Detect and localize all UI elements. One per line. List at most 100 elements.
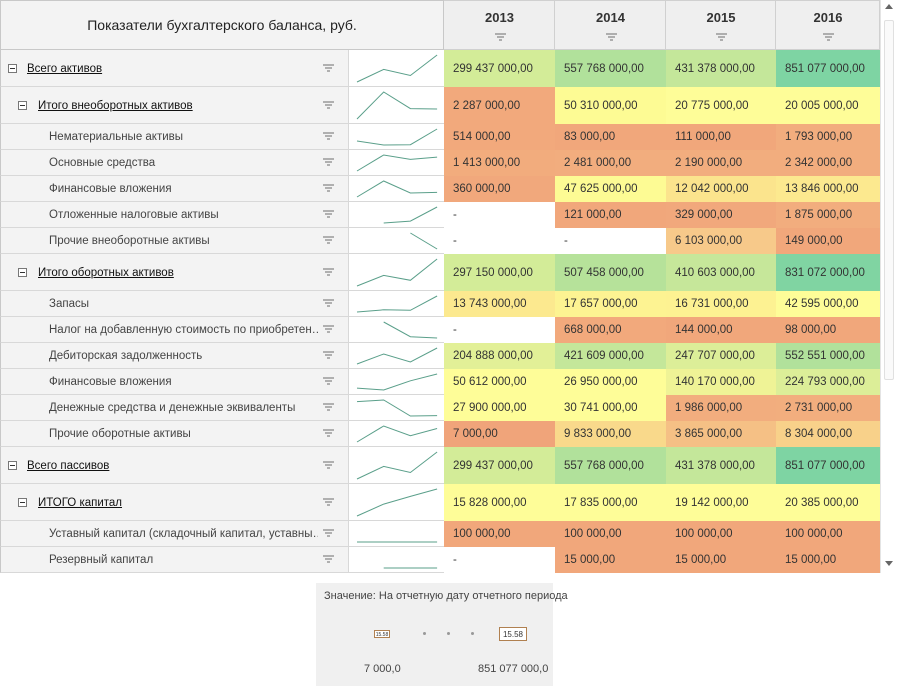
value-cell: 20 775 000,00 <box>666 87 776 124</box>
scroll-up[interactable] <box>885 4 893 9</box>
filter-icon[interactable] <box>323 529 334 538</box>
sparkline-cell <box>348 202 444 228</box>
value-cell: - <box>444 202 555 228</box>
value-cell: 15 000,00 <box>666 547 776 573</box>
legend-icon-large: 15.58 <box>499 627 527 641</box>
row-label: Запасы <box>49 298 89 310</box>
row-label: Нематериальные активы <box>49 131 184 143</box>
expand-toggle[interactable] <box>18 100 27 110</box>
scroll-down[interactable] <box>885 561 893 566</box>
value-cell: 16 731 000,00 <box>666 291 776 317</box>
legend: Значение: На отчетную дату отчетного пер… <box>316 583 568 686</box>
sparkline <box>383 567 438 569</box>
row-label: Уставный капитал (складочный капитал, ус… <box>49 528 318 540</box>
filter-icon[interactable] <box>323 158 334 167</box>
value-cell: 27 900 000,00 <box>444 395 555 421</box>
row-label: Отложенные налоговые активы <box>49 209 219 221</box>
filter-icon[interactable] <box>494 33 506 42</box>
value-cell: 17 835 000,00 <box>555 484 666 521</box>
filter-icon[interactable] <box>323 132 334 141</box>
filter-icon[interactable] <box>716 33 727 42</box>
row-label-cell <box>0 521 348 547</box>
year-header <box>776 0 880 50</box>
expand-toggle[interactable] <box>8 63 17 73</box>
sparkline-line <box>356 54 438 83</box>
expand-toggle[interactable] <box>8 460 17 470</box>
value-cell: 299 437 000,00 <box>444 447 555 484</box>
value-cell: 552 551 000,00 <box>776 343 880 369</box>
year-header <box>666 0 776 50</box>
value-cell: 111 000,00 <box>666 124 776 150</box>
value-cell: 421 609 000,00 <box>555 343 666 369</box>
value-cell: 140 170 000,00 <box>666 369 776 395</box>
row-label: Основные средства <box>49 157 156 169</box>
expand-toggle[interactable] <box>18 497 27 507</box>
value-cell: 1 986 000,00 <box>666 395 776 421</box>
sparkline-cell <box>348 447 444 484</box>
value-cell: 26 950 000,00 <box>555 369 666 395</box>
filter-icon[interactable] <box>323 325 334 334</box>
sparkline-cell <box>348 395 444 421</box>
filter-icon[interactable] <box>823 33 834 42</box>
sparkline <box>383 206 438 224</box>
sparkline-cell <box>348 228 444 254</box>
row-label-cell <box>0 124 348 150</box>
sparkline <box>356 91 438 120</box>
value-cell: 224 793 000,00 <box>776 369 880 395</box>
year-label: 2016 <box>813 10 843 25</box>
sparkline-line <box>356 180 438 198</box>
filter-icon[interactable] <box>323 236 334 245</box>
value-cell: 15 828 000,00 <box>444 484 555 521</box>
filter-icon[interactable] <box>323 377 334 386</box>
sparkline-line <box>356 373 438 391</box>
value-cell: 507 458 000,00 <box>555 254 666 291</box>
value-cell: 42 595 000,00 <box>776 291 880 317</box>
value-cell: 299 437 000,00 <box>444 50 555 87</box>
sparkline-cell <box>348 50 444 87</box>
sparkline <box>356 451 438 480</box>
sparkline <box>356 347 438 365</box>
sparkline <box>410 232 438 250</box>
value-cell: 297 150 000,00 <box>444 254 555 291</box>
filter-icon[interactable] <box>605 33 617 42</box>
legend-dot <box>447 632 450 635</box>
filter-icon[interactable] <box>323 100 334 110</box>
value-cell: 100 000,00 <box>555 521 666 547</box>
sparkline-line <box>356 399 438 417</box>
sparkline <box>356 488 438 517</box>
filter-icon[interactable] <box>323 555 334 564</box>
filter-icon[interactable] <box>323 497 334 507</box>
row-label: Всего пассивов <box>27 459 110 472</box>
sparkline-line <box>383 321 438 339</box>
filter-icon[interactable] <box>323 210 334 219</box>
row-label-cell <box>0 150 348 176</box>
filter-icon[interactable] <box>323 184 334 193</box>
expand-minus <box>20 271 25 273</box>
sparkline-cell <box>348 124 444 150</box>
scrollbar-thumb[interactable] <box>884 20 894 380</box>
value-cell: 144 000,00 <box>666 317 776 343</box>
sparkline-line <box>356 258 438 287</box>
expand-toggle[interactable] <box>18 267 27 277</box>
filter-icon[interactable] <box>323 460 334 470</box>
filter-icon[interactable] <box>323 403 334 412</box>
legend-max: 851 077 000,0 <box>478 663 549 675</box>
row-label-cell <box>0 317 348 343</box>
value-cell: 50 612 000,00 <box>444 369 555 395</box>
value-cell: 204 888 000,00 <box>444 343 555 369</box>
row-label: Прочие внеоборотные активы <box>49 235 210 247</box>
filter-icon[interactable] <box>323 429 334 438</box>
filter-icon[interactable] <box>323 63 334 73</box>
value-cell: 851 077 000,00 <box>776 50 880 87</box>
filter-icon[interactable] <box>323 299 334 308</box>
filter-icon[interactable] <box>323 267 334 277</box>
row-label-cell <box>0 87 348 124</box>
year-label: 2015 <box>706 10 736 25</box>
filter-icon[interactable] <box>323 351 334 360</box>
row-label: Финансовые вложения <box>49 376 172 388</box>
value-cell: 2 190 000,00 <box>666 150 776 176</box>
value-cell: 1 793 000,00 <box>776 124 880 150</box>
legend-dot <box>471 632 474 635</box>
sparkline-line <box>356 295 438 313</box>
